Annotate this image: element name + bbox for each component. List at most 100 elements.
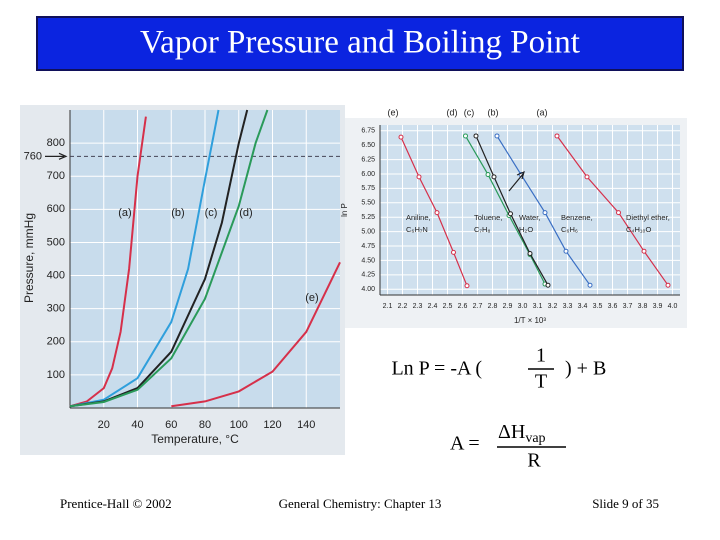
y-tick-label: 800	[47, 137, 65, 149]
equation-2: A = ΔHvap R	[450, 421, 566, 472]
eq1-denominator: T	[535, 371, 547, 393]
y-tick-label: 4.25	[361, 272, 375, 279]
data-point	[508, 211, 513, 217]
x-tick-label: 140	[297, 419, 315, 431]
x-tick-label: 3.8	[638, 303, 648, 310]
x-tick-label: 3.4	[578, 303, 588, 310]
x-tick-label: 3.2	[548, 303, 558, 310]
series-line	[171, 261, 341, 408]
series-name: Water,	[519, 213, 540, 222]
data-point	[554, 133, 560, 139]
y-tick-label: 5.25	[361, 214, 375, 221]
arrow	[508, 170, 525, 192]
series-name: Toluene,	[474, 213, 502, 222]
x-axis-label: 1/T × 10³	[514, 316, 546, 325]
series-name: Aniline,	[406, 213, 431, 222]
series-tag: (d)	[447, 107, 458, 117]
data-point	[494, 133, 500, 139]
x-tick-label: 2.9	[503, 303, 513, 310]
y-tick-label: 200	[47, 336, 65, 348]
series-tag: (b)	[488, 107, 499, 117]
title: Vapor Pressure and Boiling Point	[140, 25, 580, 61]
y-tick-label: 100	[47, 369, 65, 381]
eq1-right: ) + B	[565, 358, 606, 380]
reference-arrow	[45, 152, 68, 160]
eq2-numerator: ΔHvap	[498, 421, 546, 447]
data-point	[616, 210, 621, 216]
y-axis-label: ln P	[340, 203, 349, 217]
series-formula: C₆H₆	[561, 225, 578, 234]
x-tick-label: 20	[98, 419, 110, 431]
series-label: (a)	[118, 207, 131, 219]
footer-left: Prentice-Hall © 2002	[60, 496, 172, 511]
series-tag: (c)	[464, 107, 475, 117]
series-line	[69, 109, 220, 408]
x-tick-label: 3.0	[518, 303, 528, 310]
series-label: (d)	[239, 207, 252, 219]
x-tick-label: 3.6	[608, 303, 618, 310]
x-tick-label: 3.7	[623, 303, 633, 310]
series-name: Benzene,	[561, 213, 593, 222]
series-name: Diethyl ether,	[626, 213, 670, 222]
x-tick-label: 2.7	[473, 303, 483, 310]
x-tick-label: 40	[131, 419, 143, 431]
series-label: (e)	[305, 292, 318, 304]
y-tick-label: 5.00	[361, 228, 375, 235]
data-point	[473, 133, 479, 139]
data-point	[584, 174, 590, 180]
y-tick-label: 6.25	[361, 156, 375, 163]
y-tick-label: 700	[47, 170, 65, 182]
series-formula: C₇H₈	[474, 225, 491, 234]
x-tick-label: 2.1	[383, 303, 393, 310]
eq2-numerator-main: ΔH	[498, 421, 525, 443]
x-tick-label: 3.5	[593, 303, 603, 310]
data-point	[434, 210, 440, 216]
x-tick-label: 2.8	[488, 303, 498, 310]
footer: Prentice-Hall © 2002 General Chemistry: …	[60, 496, 659, 511]
title-banner	[36, 16, 684, 71]
x-tick-label: 3.9	[653, 303, 663, 310]
x-tick-label: 80	[199, 419, 211, 431]
data-point	[451, 249, 456, 255]
x-tick-label: 2.5	[443, 303, 453, 310]
y-axis-label: Pressure, mmHg	[22, 213, 36, 303]
eq2-denominator: R	[527, 450, 541, 472]
x-axis-label: Temperature, °C	[151, 432, 239, 446]
data-point	[416, 174, 422, 180]
chart-1: 100 200 300 400 500 600 700 800 20 40 60 80 100 120 14…	[22, 109, 341, 446]
series-formula: C₆H₇N	[406, 225, 428, 234]
data-point	[563, 248, 569, 254]
series-tag: (a)	[537, 107, 548, 117]
y-tick-label: 300	[47, 303, 65, 315]
x-tick-label: 2.2	[398, 303, 408, 310]
eq2-numerator-sub: vap	[525, 431, 545, 446]
y-tick-label: 6.00	[361, 171, 375, 178]
x-tick-label: 3.1	[533, 303, 543, 310]
reference-label: 760	[24, 150, 42, 162]
series-line	[69, 116, 147, 408]
y-tick-label: 6.50	[361, 142, 375, 149]
x-tick-label: 2.4	[428, 303, 438, 310]
y-tick-label: 5.75	[361, 185, 375, 192]
y-tick-label: 4.75	[361, 243, 375, 250]
data-point	[485, 172, 491, 178]
series-line	[69, 109, 269, 408]
eq1-numerator: 1	[536, 345, 546, 367]
data-point	[542, 210, 548, 216]
x-tick-label: 100	[230, 419, 248, 431]
x-tick-label: 120	[263, 419, 281, 431]
x-tick-label: 60	[165, 419, 177, 431]
y-tick-label: 600	[47, 203, 65, 215]
series-formula: H₂O	[519, 225, 533, 234]
footer-center: General Chemistry: Chapter 13	[279, 496, 442, 511]
series-label: (b)	[171, 207, 184, 219]
data-point	[641, 248, 647, 254]
plot-area	[380, 125, 680, 295]
series-tag: (e)	[388, 107, 399, 117]
series-label: (c)	[205, 207, 218, 219]
data-point	[587, 282, 593, 288]
y-tick-label: 5.50	[361, 200, 375, 207]
chart-2: 4.00 4.25 4.50 4.75 5.00 5.25 5.50 5.75 6.00 6.25…	[340, 107, 680, 325]
data-point	[665, 282, 671, 288]
